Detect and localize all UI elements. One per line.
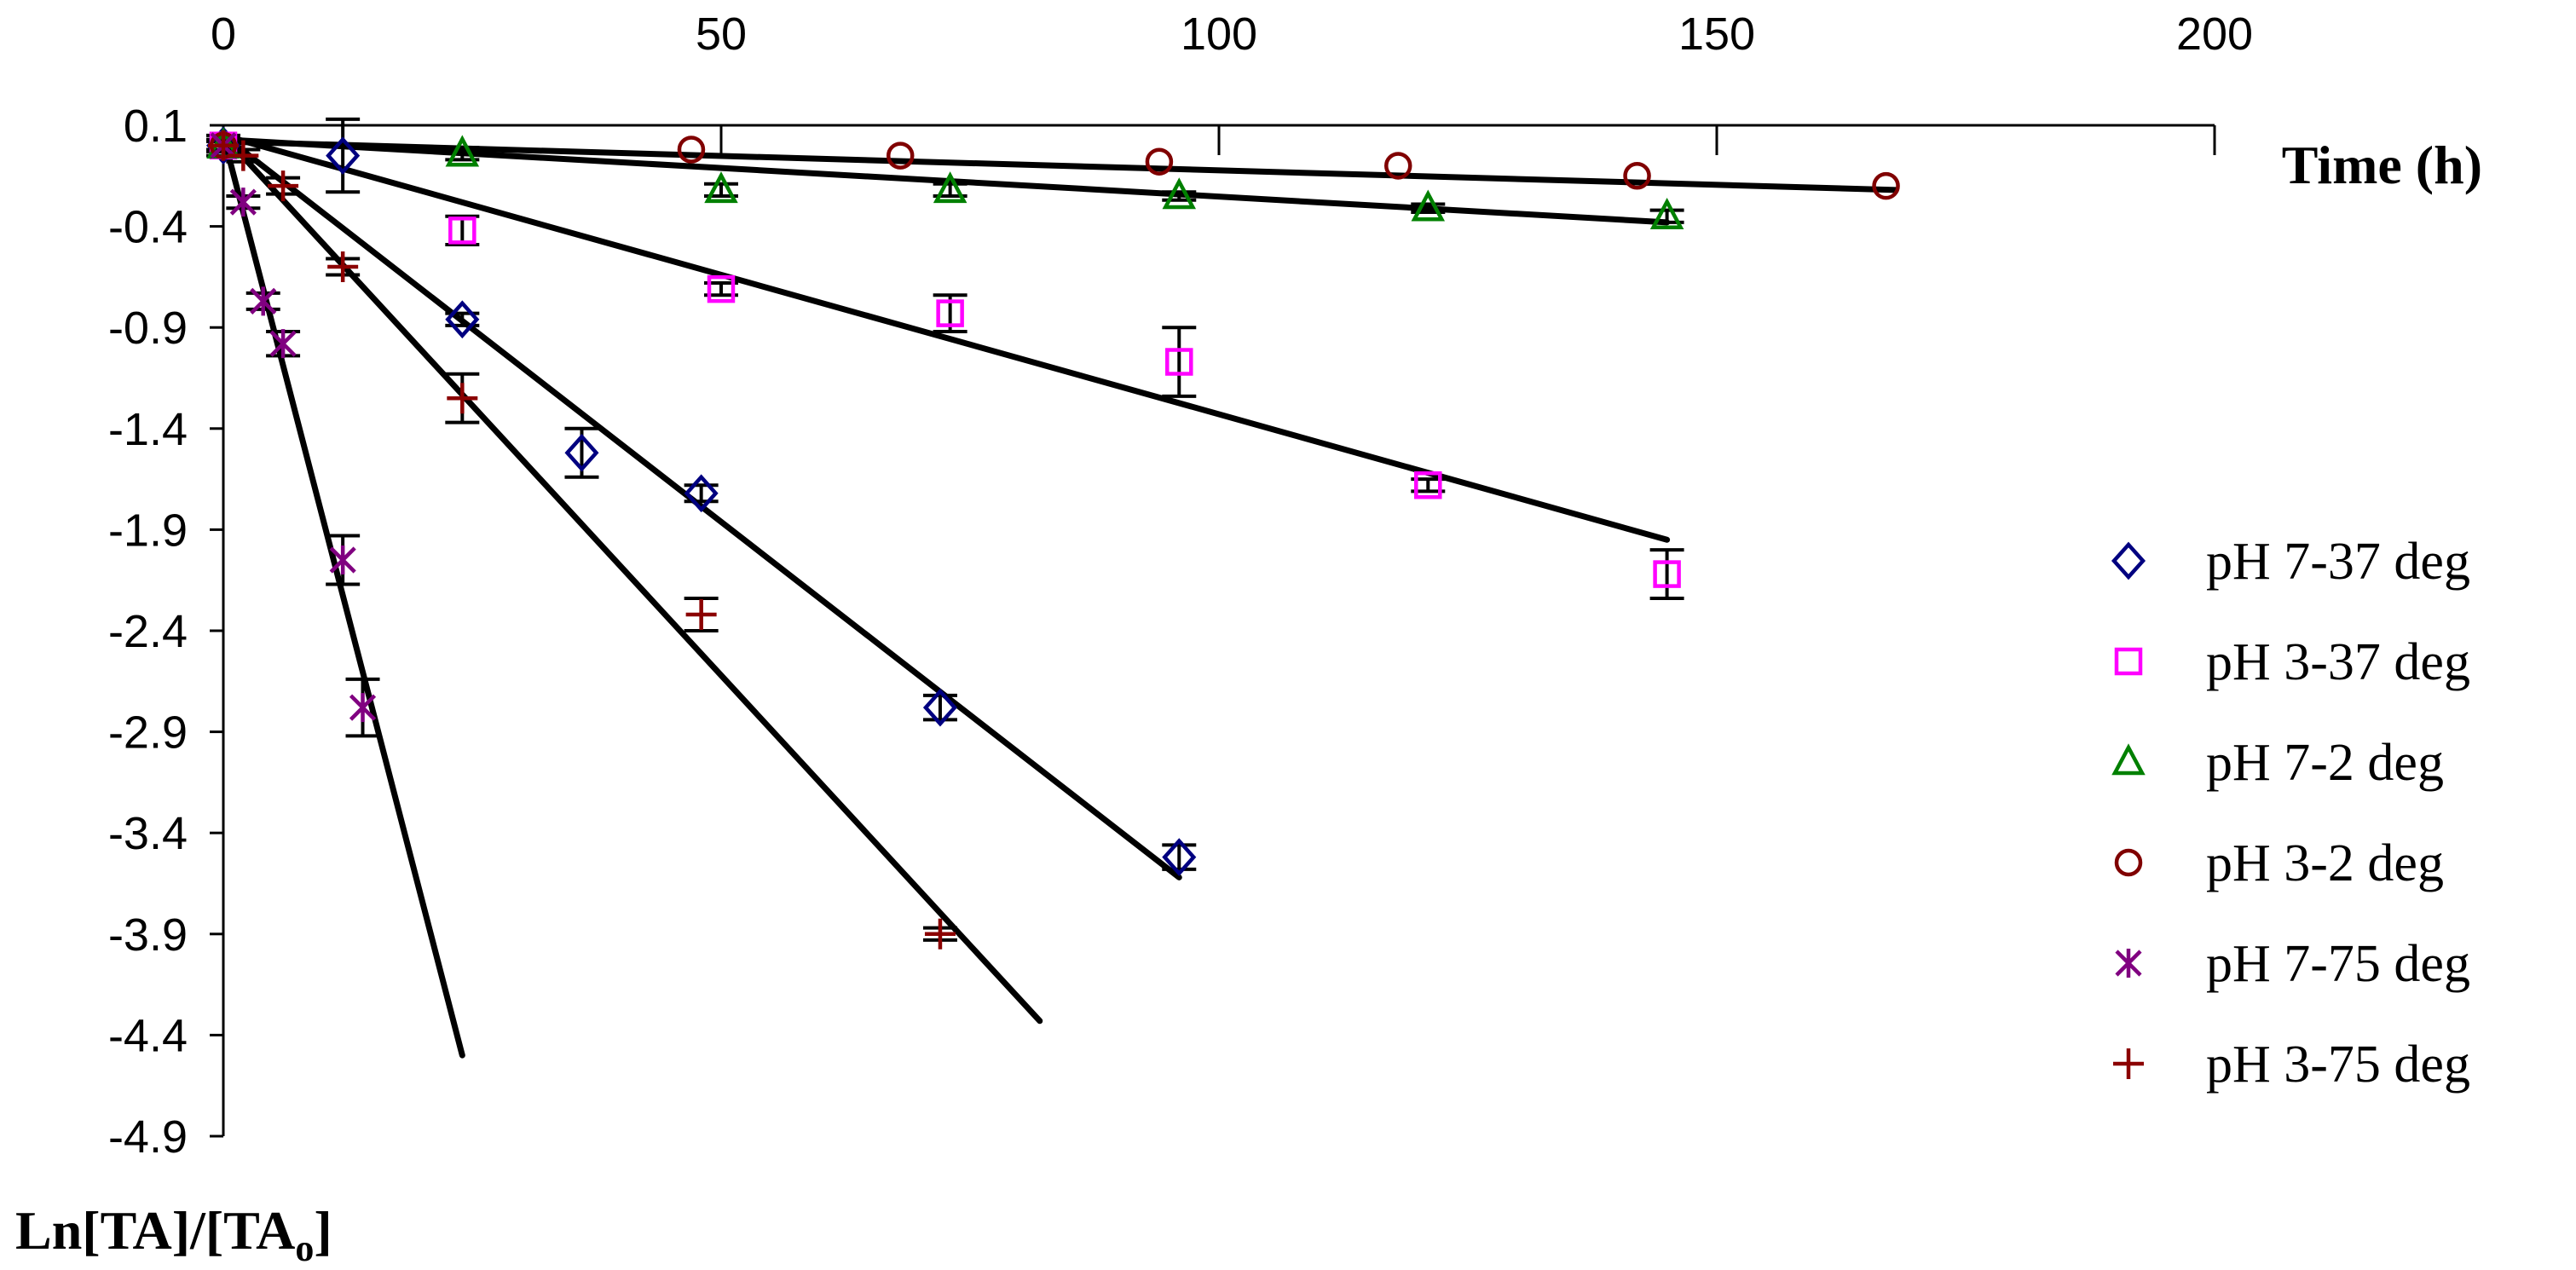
data-point: [250, 286, 277, 316]
error-bars: [206, 117, 1684, 942]
data-point: [329, 545, 356, 574]
data-point: [677, 136, 706, 164]
legend-item: pH 3-2 deg: [2114, 834, 2444, 892]
error-bar: [445, 214, 480, 246]
x-tick-labels: 0 50 100 150 200: [211, 9, 2253, 60]
y-tick-label: -3.9: [108, 909, 188, 961]
legend: pH 7-37 deg pH 3-37 deg pH 7-2 deg pH 3-2 d…: [2111, 533, 2470, 1094]
x-tick-label: 150: [1678, 9, 1755, 60]
legend-marker: [2111, 541, 2146, 580]
fit-lines: [220, 132, 1899, 1059]
data-point: [208, 130, 239, 161]
data-point: [1145, 147, 1174, 176]
y-tick-label: -4.9: [108, 1111, 188, 1163]
data-point: [445, 135, 480, 167]
y-tick-label: -0.9: [108, 303, 188, 354]
data-point: [685, 599, 717, 631]
data-point: [269, 329, 297, 359]
legend-marker: [2115, 949, 2142, 978]
data-point: [447, 383, 478, 414]
x-axis-title: Time (h): [2282, 135, 2482, 195]
data-point: [268, 170, 299, 202]
data-point: [448, 216, 477, 245]
legend-marker: [2114, 848, 2143, 877]
data-point: [445, 300, 480, 339]
data-point: [229, 188, 257, 217]
data-point: [1649, 197, 1684, 229]
y-tick-label: -1.4: [108, 404, 188, 455]
y-tick-label: 0.1: [124, 101, 188, 152]
data-point: [327, 251, 359, 283]
y-tick-labels: 0.1 -0.4 -0.9 -1.4 -1.9 -2.4 -2.9 -3.4 -3.9 -4.4 -…: [108, 101, 188, 1163]
error-bar: [326, 117, 361, 194]
error-bar: [922, 693, 957, 722]
legend-marker: [2113, 1048, 2144, 1079]
data-point: [1162, 177, 1197, 210]
legend-item: pH 7-37 deg: [2111, 533, 2470, 591]
data-point: [1162, 838, 1197, 877]
data-point: [1623, 162, 1651, 190]
error-bar: [1649, 548, 1684, 601]
fit-line: [220, 132, 1182, 880]
y-axis-title-main: Ln[TA]/[TA: [15, 1200, 295, 1261]
legend-item: pH 7-75 deg: [2115, 935, 2470, 993]
data-point: [1653, 560, 1681, 588]
legend-item: pH 3-37 deg: [2114, 633, 2470, 691]
legend-item: pH 3-75 deg: [2113, 1036, 2470, 1094]
error-bar: [1162, 843, 1197, 871]
x-tick-label: 50: [696, 9, 747, 60]
data-point: [704, 171, 738, 204]
x-tick-label: 0: [211, 9, 236, 60]
data-point: [228, 140, 259, 171]
data-point: [1414, 470, 1442, 499]
data-point: [707, 274, 736, 303]
legend-label: pH 7-37 deg: [2206, 533, 2470, 591]
legend-label: pH 3-37 deg: [2206, 633, 2470, 691]
fit-line: [220, 138, 1899, 193]
axes: [210, 124, 2216, 1138]
legend-item: pH 7-2 deg: [2111, 734, 2444, 792]
data-point: [326, 136, 361, 175]
data-point: [886, 141, 915, 170]
error-bar: [1162, 326, 1197, 398]
error-bar: [684, 483, 719, 504]
legend-label: pH 3-75 deg: [2206, 1036, 2470, 1094]
data-point: [936, 299, 964, 327]
y-tick-label: -0.4: [108, 202, 188, 253]
y-tick-label: -3.4: [108, 808, 188, 859]
data-point: [684, 474, 719, 513]
data-point: [349, 693, 377, 723]
x-tick-label: 200: [2176, 9, 2253, 60]
y-tick-label: -1.9: [108, 505, 188, 556]
data-point: [1165, 348, 1193, 376]
data-point: [1383, 152, 1412, 180]
legend-label: pH 3-2 deg: [2206, 834, 2444, 892]
y-axis-title-end: ]: [314, 1200, 332, 1261]
y-tick-label: -2.9: [108, 707, 188, 759]
data-point: [564, 433, 599, 472]
y-tick-label: -4.4: [108, 1010, 188, 1061]
legend-marker: [2111, 743, 2146, 776]
y-axis-title: Ln[TA]/[TAo]: [15, 1200, 332, 1269]
data-point: [924, 918, 956, 950]
fit-line: [220, 132, 1043, 1025]
legend-label: pH 7-75 deg: [2206, 935, 2470, 993]
data-point: [933, 171, 967, 204]
data-point: [922, 688, 957, 727]
x-tick-label: 100: [1181, 9, 1257, 60]
data-markers: [205, 126, 1900, 950]
data-point: [1411, 189, 1446, 222]
y-tick-label: -2.4: [108, 606, 188, 657]
data-point: [1872, 171, 1900, 200]
y-axis-title-subscript: o: [295, 1227, 314, 1269]
legend-label: pH 7-2 deg: [2206, 734, 2444, 792]
legend-marker: [2114, 647, 2143, 676]
